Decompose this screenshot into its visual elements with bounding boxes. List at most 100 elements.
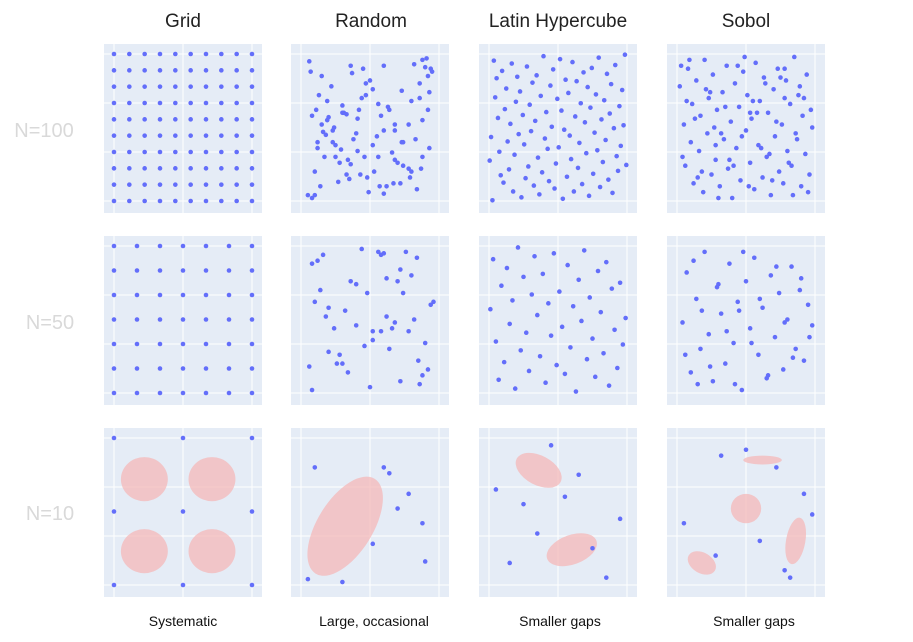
scatter-point <box>779 122 785 127</box>
scatter-point <box>749 340 754 346</box>
scatter-point <box>111 366 117 371</box>
scatter-point <box>743 278 749 284</box>
panel-n-10-grid <box>104 428 262 597</box>
scatter-point <box>606 383 612 388</box>
scatter-point <box>395 506 400 511</box>
scatter-point <box>694 78 699 83</box>
scatter-point <box>391 181 396 186</box>
scatter-point <box>424 56 429 61</box>
scatter-point <box>688 370 694 375</box>
scatter-point <box>409 169 414 174</box>
caption-sobol: Smaller gaps <box>713 613 795 629</box>
scatter-point <box>348 63 353 69</box>
scatter-point <box>312 299 318 305</box>
scatter-point <box>506 167 512 172</box>
scatter-point <box>203 243 209 249</box>
scatter-point <box>521 274 526 280</box>
scatter-point <box>587 295 593 300</box>
scatter-point <box>319 122 325 127</box>
scatter-point <box>574 78 579 84</box>
scatter-point <box>234 84 239 89</box>
scatter-point <box>757 538 763 544</box>
scatter-point <box>400 290 406 296</box>
scatter-point <box>617 103 622 109</box>
scatter-point <box>787 575 793 580</box>
scatter-point <box>551 251 557 256</box>
scatter-point <box>537 192 542 197</box>
panels <box>104 44 825 597</box>
scatter-point <box>692 116 698 121</box>
scatter-point <box>370 337 376 343</box>
scatter-point <box>142 149 147 155</box>
scatter-point <box>716 195 721 201</box>
scatter-point <box>793 346 798 352</box>
scatter-point <box>340 361 345 366</box>
scatter-point <box>111 133 117 138</box>
scatter-point <box>173 166 178 171</box>
scatter-point <box>550 67 556 72</box>
scatter-point <box>142 133 147 138</box>
scatter-point <box>420 373 425 378</box>
scatter-point <box>427 89 432 95</box>
panel-n-10-random <box>291 428 449 597</box>
scatter-point <box>523 330 529 336</box>
scatter-point <box>780 367 786 372</box>
scatter-point <box>417 381 422 387</box>
scatter-point <box>234 166 239 171</box>
scatter-point <box>406 491 411 497</box>
scatter-point <box>219 100 224 106</box>
scatter-point <box>337 160 342 166</box>
scatter-point <box>351 136 356 142</box>
scatter-point <box>521 501 526 507</box>
scatter-point <box>318 184 323 189</box>
scatter-point <box>399 139 405 145</box>
scatter-point <box>111 166 117 171</box>
scatter-point <box>344 111 349 117</box>
scatter-point <box>358 172 363 177</box>
scatter-point <box>134 292 140 298</box>
scatter-point <box>583 150 589 156</box>
scatter-point <box>747 110 753 116</box>
scatter-point <box>809 512 815 517</box>
scatter-point <box>514 74 520 80</box>
panel-n-50-latin-hypercube <box>479 236 637 405</box>
scatter-point <box>713 157 718 163</box>
scatter-point <box>742 54 747 60</box>
scatter-point <box>542 136 548 141</box>
gap-highlight <box>730 493 762 524</box>
caption-latin-hypercube: Smaller gaps <box>519 613 601 629</box>
gap-highlight <box>743 455 782 465</box>
scatter-point <box>611 125 617 131</box>
scatter-point <box>381 63 387 69</box>
gap-highlight <box>120 529 168 574</box>
scatter-point <box>305 576 311 582</box>
scatter-point <box>345 157 351 163</box>
scatter-point <box>535 155 541 160</box>
scatter-point <box>736 308 742 313</box>
scatter-point <box>570 59 575 65</box>
scatter-point <box>111 582 117 588</box>
scatter-point <box>765 110 771 116</box>
scatter-point <box>134 317 140 322</box>
scatter-point <box>249 268 255 273</box>
scatter-point <box>702 249 707 255</box>
scatter-point <box>738 178 743 183</box>
scatter-point <box>326 114 331 120</box>
scatter-point <box>723 361 728 366</box>
scatter-point <box>234 198 239 204</box>
scatter-point <box>249 51 255 57</box>
scatter-point <box>546 178 552 184</box>
scatter-point <box>111 84 117 89</box>
scatter-point <box>576 277 581 283</box>
scatter-point <box>609 286 615 291</box>
scatter-point <box>111 149 117 155</box>
scatter-point <box>398 378 403 384</box>
scatter-point <box>173 149 178 155</box>
scatter-point <box>592 130 597 135</box>
scatter-point <box>234 117 239 122</box>
scatter-point <box>234 182 239 187</box>
scatter-point <box>774 465 779 470</box>
scatter-point <box>803 151 808 157</box>
scatter-point <box>418 166 424 171</box>
scatter-point <box>157 292 163 298</box>
